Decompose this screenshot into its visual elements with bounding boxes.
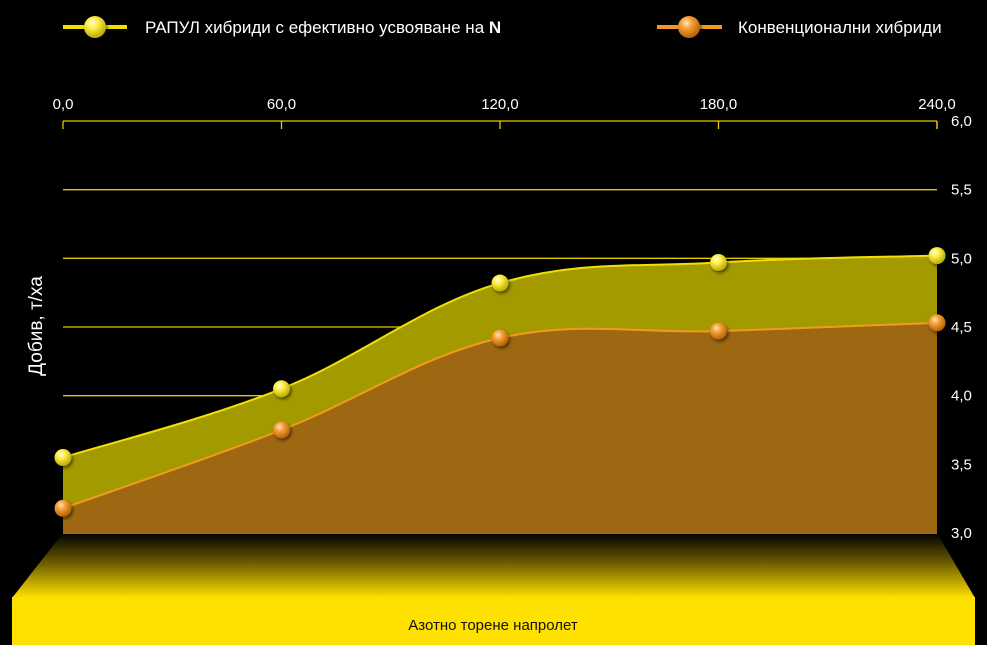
x-tick-label: 240,0 <box>918 96 956 113</box>
legend-label-rapool: РАПУЛ хибриди с ефективно усвояване на N <box>145 18 501 37</box>
legend-item-rapool: РАПУЛ хибриди с ефективно усвояване на N <box>63 16 501 38</box>
point-rapool <box>710 253 727 271</box>
point-rapool <box>273 380 290 398</box>
x-axis-floor <box>12 533 975 598</box>
legend-marker-conventional <box>678 16 700 38</box>
point-conventional <box>928 314 946 332</box>
x-axis-label-band <box>12 597 975 645</box>
area-conventional <box>63 322 937 533</box>
x-tick-label: 60,0 <box>267 96 296 113</box>
y-tick-label: 4,5 <box>951 319 972 336</box>
y-tick-label: 3,5 <box>951 456 972 473</box>
y-axis-label: Добив, т/ха <box>26 276 47 376</box>
x-axis-label: Азотно торене напролет <box>408 617 578 634</box>
x-tick-label: 180,0 <box>700 96 738 113</box>
y-tick-label: 3,0 <box>951 525 972 542</box>
y-tick-label: 6,0 <box>951 113 972 130</box>
legend-label-conventional: Конвенционални хибриди <box>738 18 942 37</box>
point-rapool <box>928 247 946 265</box>
y-tick-label: 5,0 <box>951 250 972 267</box>
x-tick-label: 120,0 <box>481 96 519 113</box>
legend-marker-rapool <box>84 16 106 38</box>
x-tick-label: 0,0 <box>53 96 74 113</box>
point-conventional <box>273 421 290 439</box>
point-conventional <box>54 499 72 517</box>
x-tick-labels: 0,0 60,0 120,0 180,0 240,0 <box>53 96 956 113</box>
top-x-axis <box>62 120 938 129</box>
y-tick-label: 4,0 <box>951 388 972 405</box>
point-conventional <box>491 329 509 347</box>
y-tick-label: 5,5 <box>951 182 972 199</box>
area-fills <box>63 255 937 533</box>
point-rapool <box>491 274 509 292</box>
legend: РАПУЛ хибриди с ефективно усвояване на N… <box>63 16 942 38</box>
data-markers <box>54 247 946 517</box>
y-tick-labels: 3,0 3,5 4,0 4,5 5,0 5,5 6,0 <box>951 113 972 542</box>
legend-item-conventional: Конвенционални хибриди <box>657 16 942 38</box>
point-conventional <box>710 322 727 340</box>
point-rapool <box>54 448 72 466</box>
